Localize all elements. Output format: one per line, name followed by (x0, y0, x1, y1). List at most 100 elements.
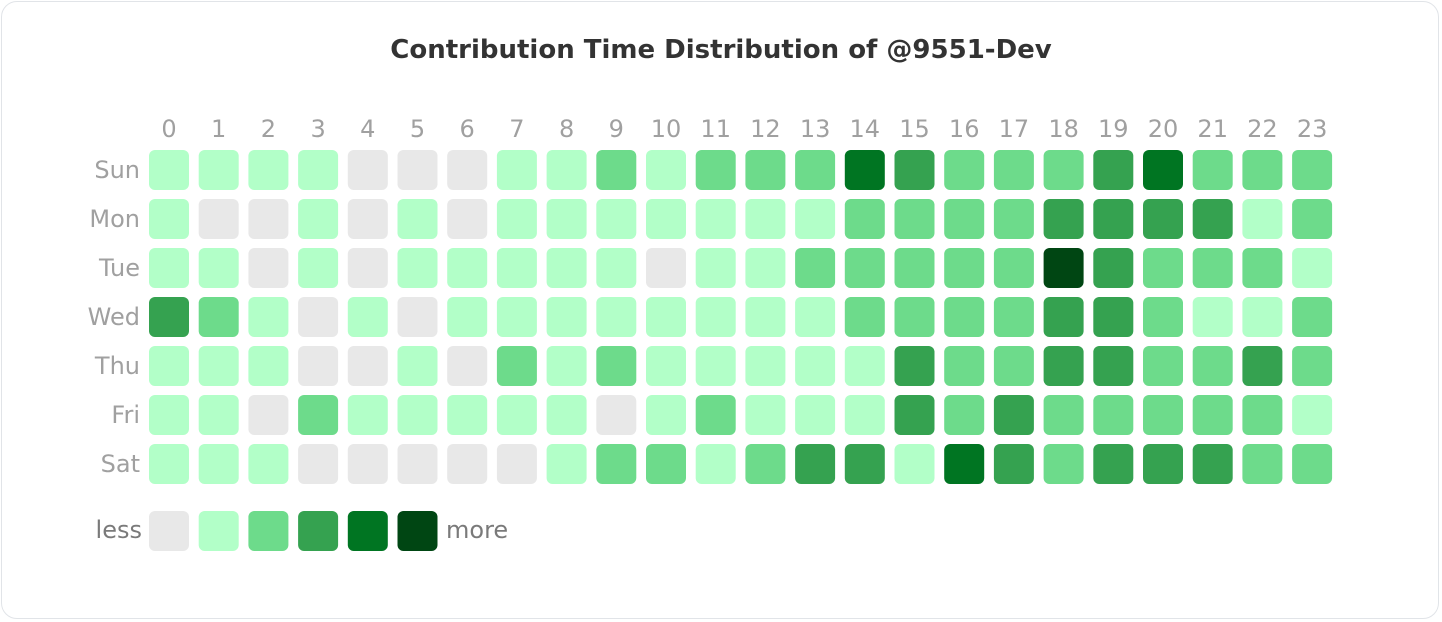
heatmap-cell (993, 444, 1034, 484)
hour-labels: 0 1 2 3 4 5 6 7 8 9 10 11 12 13 14 15 16 17 18 19 20 21 22 23 (161, 115, 1327, 143)
heatmap-cell (1292, 346, 1333, 386)
heatmap-cell (496, 444, 537, 484)
heatmap-cell (347, 199, 388, 239)
heatmap-cell (795, 395, 836, 435)
heatmap-cell (347, 395, 388, 435)
heatmap-cell (844, 199, 885, 239)
heatmap-cell (795, 150, 836, 190)
heatmap-cell (1192, 297, 1233, 337)
legend-swatches (149, 511, 438, 551)
heatmap-cell (496, 199, 537, 239)
heatmap-cell (695, 150, 736, 190)
heatmap-cell (397, 444, 438, 484)
hour-label-3: 3 (310, 115, 325, 143)
heatmap-cell (894, 199, 935, 239)
heatmap-cell (447, 395, 488, 435)
heatmap-cell (795, 248, 836, 288)
heatmap-cell (149, 199, 189, 239)
hour-label-2: 2 (261, 115, 276, 143)
heatmap-cell (397, 297, 438, 337)
heatmap-cell (447, 297, 488, 337)
heatmap-cell (397, 248, 438, 288)
hour-label-13: 13 (800, 115, 831, 143)
hour-label-1: 1 (211, 115, 226, 143)
heatmap-cell (1043, 444, 1084, 484)
heatmap-cell (1143, 199, 1183, 239)
heatmap-cell (1192, 248, 1233, 288)
legend: less more (96, 511, 508, 551)
heatmap-cell (646, 248, 686, 288)
heatmap-cell (1242, 395, 1283, 435)
heatmap-cell (894, 150, 935, 190)
heatmap-cell (745, 248, 786, 288)
heatmap-cell (298, 297, 339, 337)
heatmap-cell (1242, 297, 1283, 337)
heatmap-cell (248, 346, 289, 386)
heatmap-cell (198, 395, 239, 435)
heatmap-cell (1143, 297, 1183, 337)
heatmap-cell (1292, 297, 1333, 337)
heatmap-cell (795, 199, 836, 239)
heatmap-cell (1093, 444, 1134, 484)
heatmap-cell (993, 150, 1034, 190)
heatmap-cell (447, 199, 488, 239)
heatmap-cell (993, 248, 1034, 288)
hour-label-21: 21 (1197, 115, 1228, 143)
heatmap-cell (993, 297, 1034, 337)
heatmap-cell (347, 248, 388, 288)
heatmap-cell (248, 150, 289, 190)
heatmap-cell (894, 395, 935, 435)
heatmap-cell (347, 346, 388, 386)
day-labels: Sun Mon Tue Wed Thu Fri Sat (88, 156, 140, 478)
heatmap-cell (646, 444, 686, 484)
heatmap-cell (894, 297, 935, 337)
heatmap-cell (646, 297, 686, 337)
heatmap-cell (1143, 248, 1183, 288)
heatmap-cell (1143, 150, 1183, 190)
heatmap-cell (298, 248, 339, 288)
heatmap-cell (695, 297, 736, 337)
heatmap-cell (1292, 150, 1333, 190)
heatmap-cell (248, 444, 289, 484)
heatmap-cell (844, 248, 885, 288)
heatmap-cell (1093, 199, 1134, 239)
heatmap-cell (646, 199, 686, 239)
heatmap-cell (844, 444, 885, 484)
heatmap-cell (546, 150, 587, 190)
heatmap-cell (1292, 444, 1333, 484)
heatmap-cell (1192, 444, 1233, 484)
heatmap-cell (944, 248, 985, 288)
heatmap-cell (198, 199, 239, 239)
heatmap-cell (298, 346, 339, 386)
day-label-tue: Tue (98, 254, 140, 282)
legend-swatch-5 (397, 511, 438, 551)
heatmap-cell (546, 444, 587, 484)
heatmap-cell (646, 150, 686, 190)
heatmap-cell (496, 346, 537, 386)
heatmap-cell (745, 199, 786, 239)
heatmap-cell (1093, 150, 1134, 190)
heatmap-cell (298, 199, 339, 239)
heatmap-cell (894, 444, 935, 484)
heatmap-cell (596, 199, 637, 239)
hour-label-22: 22 (1247, 115, 1278, 143)
heatmap-cell (596, 346, 637, 386)
heatmap-cells (149, 150, 1333, 484)
heatmap-cell (1242, 248, 1283, 288)
heatmap-cell (198, 346, 239, 386)
heatmap-cell (546, 395, 587, 435)
heatmap-cell (1043, 199, 1084, 239)
heatmap-cell (944, 444, 985, 484)
heatmap-cell (1143, 346, 1183, 386)
heatmap-cell (1093, 346, 1134, 386)
heatmap-cell (795, 297, 836, 337)
heatmap-cell (795, 346, 836, 386)
heatmap-cell (596, 248, 637, 288)
heatmap-cell (1192, 395, 1233, 435)
heatmap-cell (347, 150, 388, 190)
heatmap-cell (298, 150, 339, 190)
hour-label-6: 6 (460, 115, 475, 143)
heatmap-cell (149, 346, 189, 386)
hour-label-9: 9 (609, 115, 624, 143)
heatmap-cell (248, 395, 289, 435)
